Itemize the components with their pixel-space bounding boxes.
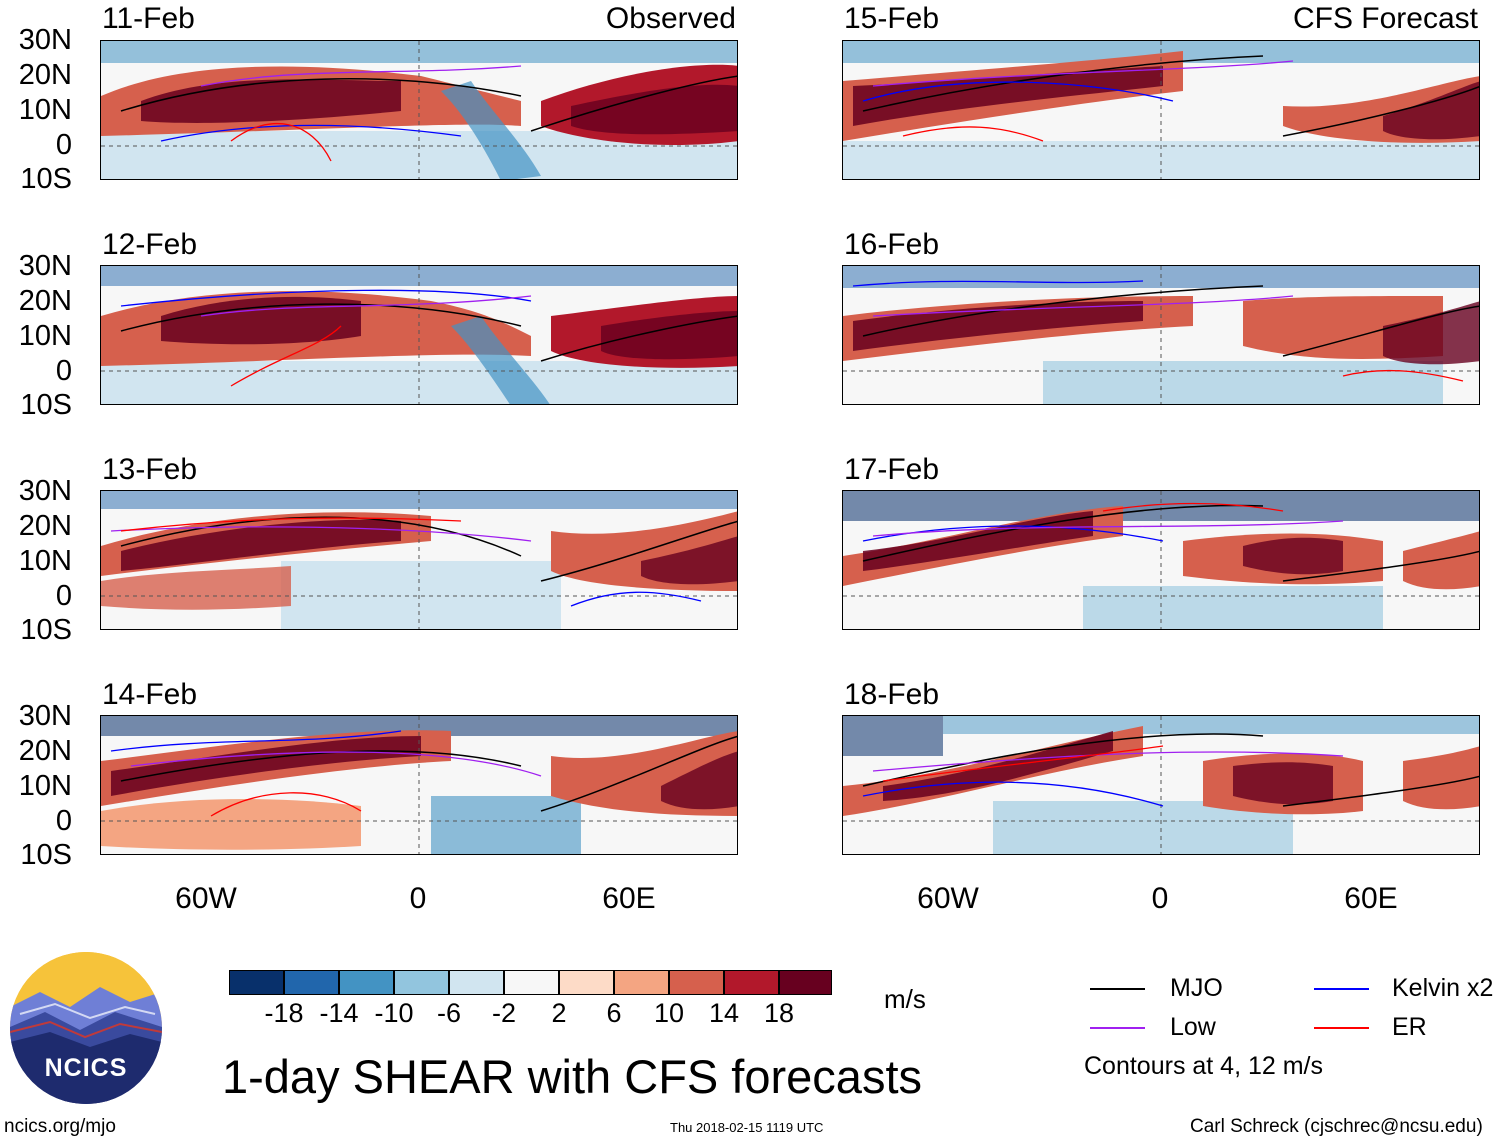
shear-map [843,266,1479,404]
colorbar-swatch [229,970,284,995]
legend-label-er: ER [1392,1013,1427,1041]
colorbar-swatch [394,970,449,995]
footer-url: ncics.org/mjo [4,1116,116,1137]
colorbar-tick: 18 [763,998,795,1028]
lat-label-10s: 10S [20,839,72,871]
legend-label-mjo: MJO [1170,974,1223,1002]
colorbar-tick: 2 [551,998,567,1028]
colorbar-swatch [669,970,724,995]
map-panel-right-3 [842,490,1480,630]
shear-map [101,716,737,854]
shear-map [843,716,1479,854]
lat-label-0: 0 [55,355,72,387]
legend-line-er [1314,1027,1369,1029]
legend-line-low [1090,1027,1145,1029]
colorbar-tick: -6 [436,998,461,1028]
observed-header: Observed [605,2,736,35]
colorbar-swatch [504,970,559,995]
legend-note: Contours at 4, 12 m/s [1084,1052,1324,1080]
lat-label-20n: 20N [18,735,72,767]
panel-date-left-2: 12-Feb [102,228,198,261]
shear-map [101,491,737,629]
cfs-forecast-header: CFS Forecast [1292,2,1478,35]
panel-date-left-3: 13-Feb [102,453,198,486]
lat-label-30n: 30N [18,250,72,282]
colorbar-tick: -14 [319,998,359,1028]
lon-label-60w: 60W [175,882,237,915]
map-panel-right-4 [842,715,1480,855]
colorbar-tick: 14 [708,998,740,1028]
shear-map [843,491,1479,629]
footer-timestamp: Thu 2018-02-15 1119 UTC [670,1120,824,1135]
lon-label-60e: 60E [602,882,656,915]
lat-label-30n: 30N [18,24,72,56]
lon-label-0: 0 [409,882,427,915]
map-panel-left-3 [100,490,738,630]
lat-label-0: 0 [55,129,72,161]
lat-label-0: 0 [55,580,72,612]
colorbar-swatch [284,970,339,995]
lat-label-20n: 20N [18,59,72,91]
lat-label-10n: 10N [18,545,72,577]
colorbar-tick: -2 [491,998,516,1028]
colorbar-unit: m/s [884,984,926,1014]
lat-label-20n: 20N [18,285,72,317]
legend-label-kelvin: Kelvin x2 [1392,974,1494,1002]
lat-label-30n: 30N [18,700,72,732]
lon-label-60w: 60W [917,882,979,915]
colorbar-swatch [614,970,669,995]
shear-map [101,266,737,404]
legend-line-kelvin [1314,988,1369,990]
lat-label-0: 0 [55,805,72,837]
ncics-logo: NCICS [10,952,162,1104]
colorbar-tick: -18 [264,998,304,1028]
map-panel-left-4 [100,715,738,855]
colorbar-tick: 10 [653,998,685,1028]
lat-label-10s: 10S [20,163,72,195]
panel-date-left-4: 14-Feb [102,678,198,711]
lat-label-10s: 10S [20,389,72,421]
lon-label-60e: 60E [1344,882,1398,915]
map-panel-left-1 [100,40,738,180]
panel-date-right-1: 15-Feb [844,2,940,35]
colorbar-swatch [449,970,504,995]
colorbar-swatch [724,970,779,995]
main-title: 1-day SHEAR with CFS forecasts [222,1050,922,1103]
map-panel-left-2 [100,265,738,405]
footer-credit: Carl Schreck (cjschrec@ncsu.edu) [1190,1116,1483,1137]
colorbar-swatch [779,970,832,995]
lat-label-10s: 10S [20,614,72,646]
legend-label-low: Low [1170,1013,1216,1041]
panel-date-right-3: 17-Feb [844,453,940,486]
legend-line-mjo [1090,988,1145,990]
colorbar-tick: -10 [374,998,414,1028]
shear-map [843,41,1479,179]
panel-date-left-1: 11-Feb [102,2,195,35]
map-panel-right-1 [842,40,1480,180]
colorbar-swatch [339,970,394,995]
lat-label-10n: 10N [18,320,72,352]
lon-label-0: 0 [1151,882,1169,915]
logo-text: NCICS [44,1054,128,1082]
panel-date-right-4: 18-Feb [844,678,940,711]
lat-label-20n: 20N [18,510,72,542]
lat-label-10n: 10N [18,770,72,802]
shear-map [101,41,737,179]
colorbar-tick: 6 [606,998,622,1028]
map-panel-right-2 [842,265,1480,405]
panel-date-right-2: 16-Feb [844,228,940,261]
colorbar-swatch [559,970,614,995]
lat-label-30n: 30N [18,475,72,507]
lat-label-10n: 10N [18,94,72,126]
